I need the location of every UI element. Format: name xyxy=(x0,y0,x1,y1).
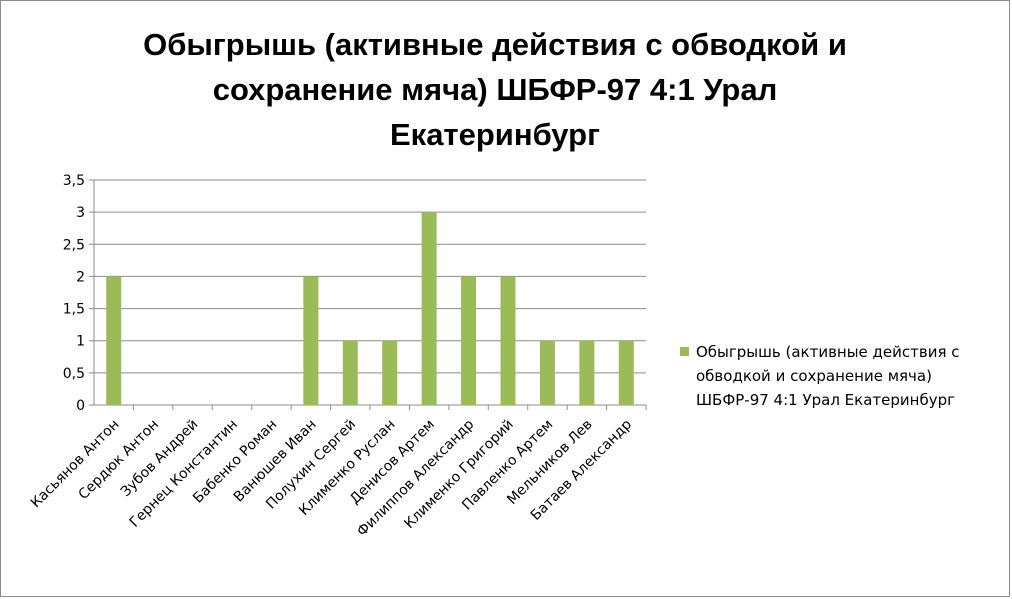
bar xyxy=(382,340,398,405)
y-tick-label: 2,5 xyxy=(63,237,85,253)
bar xyxy=(579,340,595,405)
legend-swatch xyxy=(680,347,689,356)
chart-title-line-3: Екатеринбург xyxy=(390,117,600,152)
chart-title-line-2: сохранение мяча) ШБФР-97 4:1 Урал xyxy=(212,72,778,107)
legend-label: Обыгрышь (активные действия с обводкой и… xyxy=(696,340,996,412)
legend-label-line-3: ШБФР-97 4:1 Урал Екатеринбург xyxy=(696,391,955,409)
y-tick-label: 1,5 xyxy=(63,302,85,318)
bar xyxy=(539,340,555,405)
chart-title: Обыгрышь (активные действия с обводкой и… xyxy=(100,22,890,157)
bar xyxy=(461,276,477,405)
y-tick-label: 1 xyxy=(76,334,85,350)
bar xyxy=(500,276,516,405)
y-tick-label: 3 xyxy=(76,205,85,221)
chart-title-line-1: Обыгрышь (активные действия с обводкой и xyxy=(143,27,847,62)
y-tick-label: 2 xyxy=(76,269,85,285)
y-tick-label: 3,5 xyxy=(63,173,85,189)
bar xyxy=(342,340,358,405)
legend-label-line-2: обводкой и сохранение мяча) xyxy=(696,367,932,385)
bar xyxy=(421,212,437,405)
bar xyxy=(303,276,319,405)
legend-label-line-1: Обыгрышь (активные действия с xyxy=(696,343,960,361)
bar xyxy=(106,276,122,405)
bar xyxy=(618,340,634,405)
y-tick-label: 0,5 xyxy=(63,366,85,382)
y-tick-label: 0 xyxy=(76,398,85,414)
